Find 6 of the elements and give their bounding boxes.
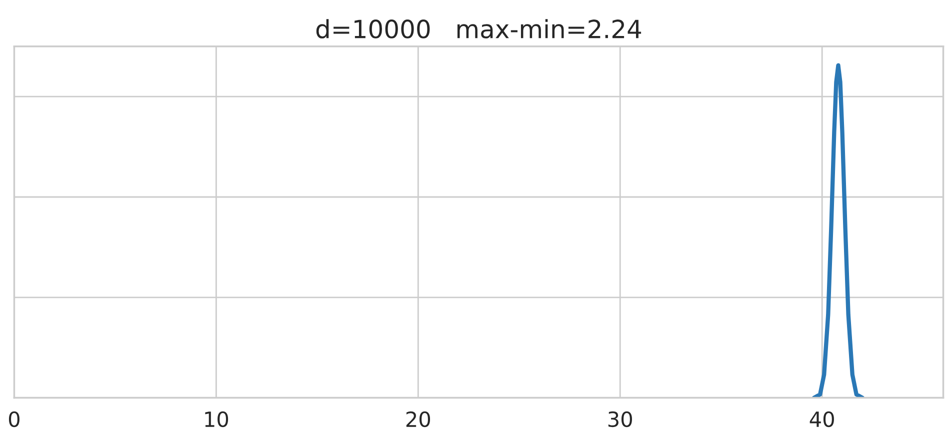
chart-title: d=10000 max-min=2.24 — [316, 19, 642, 38]
x-tick-label: 40 — [810, 411, 834, 428]
x-tick-label: 30 — [608, 411, 632, 428]
x-tick-label: 10 — [205, 411, 228, 428]
x-tick-label: 20 — [406, 411, 430, 428]
x-tick-label: 0 — [8, 411, 20, 428]
